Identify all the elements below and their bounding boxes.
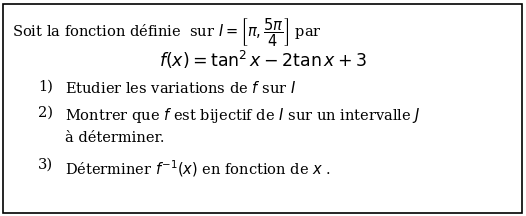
FancyBboxPatch shape — [3, 4, 522, 213]
Text: $f(x) = \tan^2 x - 2\tan x + 3$: $f(x) = \tan^2 x - 2\tan x + 3$ — [159, 49, 367, 71]
Text: 3): 3) — [38, 158, 53, 172]
Text: Etudier les variations de $f$ sur $I$: Etudier les variations de $f$ sur $I$ — [65, 80, 296, 96]
Text: Soit la fonction définie  sur $I = \left[\pi, \dfrac{5\pi}{4}\right]$ par: Soit la fonction définie sur $I = \left[… — [12, 16, 322, 49]
Text: Déterminer $f^{-1}(x)$ en fonction de $x$ .: Déterminer $f^{-1}(x)$ en fonction de $x… — [65, 158, 331, 179]
Text: 1): 1) — [38, 80, 53, 94]
Text: Montrer que $f$ est bijectif de $I$ sur un intervalle $J$: Montrer que $f$ est bijectif de $I$ sur … — [65, 106, 421, 125]
Text: à déterminer.: à déterminer. — [65, 131, 165, 145]
Text: 2): 2) — [38, 106, 53, 120]
